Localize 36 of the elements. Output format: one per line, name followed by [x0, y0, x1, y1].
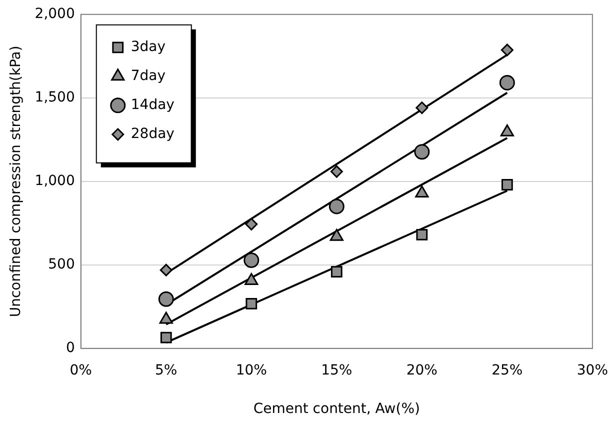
y-tick-label: 0: [66, 340, 75, 356]
x-tick-label: 10%: [236, 362, 267, 378]
y-axis-title: Unconfined compression strength(kPa): [8, 46, 24, 318]
x-tick-label: 5%: [155, 362, 178, 378]
y-tick-label: 1,000: [34, 173, 75, 190]
point: [416, 102, 428, 114]
point: [245, 218, 258, 230]
x-tick-label: 15%: [321, 362, 352, 378]
legend-label: 28day: [130, 126, 174, 142]
point: [244, 273, 258, 286]
point: [160, 332, 172, 344]
x-tick-label: 30%: [576, 362, 608, 378]
y-tick-label: 2,000: [34, 6, 75, 22]
point: [500, 44, 514, 56]
point: [415, 186, 429, 198]
x-tick-label: 0%: [70, 362, 92, 378]
point: [160, 264, 172, 276]
point: [501, 179, 513, 190]
x-tick-label: 20%: [406, 362, 438, 378]
legend-label: 7day: [130, 68, 166, 84]
y-tick-label: 500: [48, 256, 75, 273]
point: [328, 198, 344, 214]
point: [414, 144, 430, 160]
x-axis-title: Cement content, Aw(%): [253, 401, 420, 418]
point: [246, 298, 258, 310]
point: [159, 312, 173, 324]
point: [499, 74, 515, 90]
point: [416, 228, 428, 240]
legend-label: 14day: [130, 97, 174, 114]
point: [244, 252, 260, 268]
legend-label: 3day: [130, 39, 166, 56]
y-tick-label: 1,500: [34, 90, 75, 106]
point: [330, 266, 342, 278]
point: [158, 291, 174, 307]
x-tick-label: 25%: [492, 362, 523, 378]
point: [330, 165, 343, 178]
